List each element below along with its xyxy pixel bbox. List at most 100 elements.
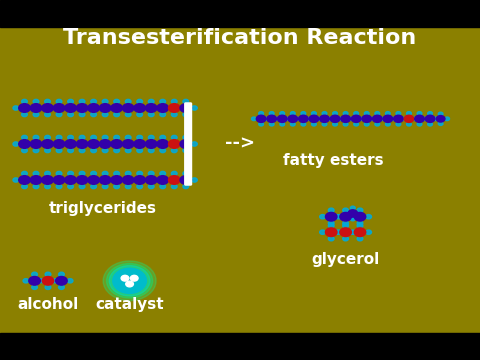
- Circle shape: [67, 279, 73, 283]
- Circle shape: [79, 171, 85, 176]
- Circle shape: [91, 99, 96, 104]
- Circle shape: [340, 228, 351, 237]
- Circle shape: [79, 135, 85, 140]
- Circle shape: [88, 104, 99, 112]
- Circle shape: [71, 142, 76, 146]
- Circle shape: [357, 237, 363, 241]
- Circle shape: [273, 117, 277, 121]
- Circle shape: [183, 148, 189, 153]
- Circle shape: [145, 106, 151, 110]
- Circle shape: [192, 106, 197, 110]
- Circle shape: [343, 221, 348, 225]
- Circle shape: [22, 171, 27, 176]
- Circle shape: [32, 272, 37, 276]
- Circle shape: [145, 140, 157, 148]
- Circle shape: [366, 230, 372, 234]
- Circle shape: [183, 171, 189, 176]
- Text: glycerol: glycerol: [312, 252, 380, 267]
- Circle shape: [180, 140, 192, 148]
- Circle shape: [13, 178, 19, 182]
- Circle shape: [42, 276, 54, 285]
- Circle shape: [350, 217, 355, 221]
- Circle shape: [125, 112, 131, 117]
- Circle shape: [68, 148, 73, 153]
- Circle shape: [82, 142, 88, 146]
- Circle shape: [65, 140, 76, 148]
- Circle shape: [117, 106, 122, 110]
- Circle shape: [99, 104, 111, 112]
- Circle shape: [343, 112, 348, 115]
- Circle shape: [102, 171, 108, 176]
- Circle shape: [111, 176, 122, 184]
- Circle shape: [160, 99, 166, 104]
- Circle shape: [148, 135, 154, 140]
- Circle shape: [42, 176, 53, 184]
- Circle shape: [134, 104, 145, 112]
- Circle shape: [372, 117, 376, 121]
- Circle shape: [122, 142, 128, 146]
- Circle shape: [337, 215, 343, 219]
- Circle shape: [364, 122, 369, 126]
- Circle shape: [354, 212, 366, 221]
- Circle shape: [33, 148, 39, 153]
- Circle shape: [280, 112, 285, 115]
- Circle shape: [45, 99, 50, 104]
- Circle shape: [42, 142, 48, 146]
- Circle shape: [168, 178, 174, 182]
- Circle shape: [444, 117, 449, 121]
- Circle shape: [322, 112, 327, 115]
- Circle shape: [145, 142, 151, 146]
- Circle shape: [68, 171, 73, 176]
- Circle shape: [79, 99, 85, 104]
- Circle shape: [82, 178, 88, 182]
- Circle shape: [148, 184, 154, 189]
- Circle shape: [137, 148, 143, 153]
- Circle shape: [53, 142, 59, 146]
- Circle shape: [122, 176, 134, 184]
- Circle shape: [436, 116, 445, 122]
- Circle shape: [328, 208, 334, 212]
- Circle shape: [56, 171, 62, 176]
- Circle shape: [53, 176, 65, 184]
- Circle shape: [299, 115, 308, 122]
- Circle shape: [19, 176, 30, 184]
- Circle shape: [102, 99, 108, 104]
- Circle shape: [50, 279, 56, 283]
- Circle shape: [417, 112, 422, 115]
- Circle shape: [45, 135, 50, 140]
- Circle shape: [425, 115, 435, 122]
- Circle shape: [114, 99, 120, 104]
- Circle shape: [53, 178, 59, 182]
- Circle shape: [122, 106, 128, 110]
- Circle shape: [354, 228, 366, 237]
- Circle shape: [351, 230, 357, 234]
- Circle shape: [13, 142, 19, 146]
- Circle shape: [180, 178, 186, 182]
- Circle shape: [36, 142, 42, 146]
- Circle shape: [126, 281, 133, 287]
- Circle shape: [68, 184, 73, 189]
- Circle shape: [308, 117, 313, 121]
- Circle shape: [290, 112, 295, 115]
- Circle shape: [309, 115, 319, 122]
- Circle shape: [168, 142, 174, 146]
- Circle shape: [438, 112, 443, 116]
- Circle shape: [76, 142, 82, 146]
- Circle shape: [99, 176, 111, 184]
- Circle shape: [347, 117, 351, 121]
- Circle shape: [134, 178, 140, 182]
- Circle shape: [174, 142, 180, 146]
- Circle shape: [68, 112, 73, 117]
- Circle shape: [117, 178, 122, 182]
- Circle shape: [36, 178, 42, 182]
- Circle shape: [276, 117, 281, 121]
- Circle shape: [121, 275, 129, 281]
- Circle shape: [30, 106, 36, 110]
- Circle shape: [134, 176, 145, 184]
- Circle shape: [343, 237, 348, 241]
- Circle shape: [99, 178, 105, 182]
- Circle shape: [45, 148, 50, 153]
- Circle shape: [79, 148, 85, 153]
- Circle shape: [396, 122, 401, 126]
- Circle shape: [30, 176, 42, 184]
